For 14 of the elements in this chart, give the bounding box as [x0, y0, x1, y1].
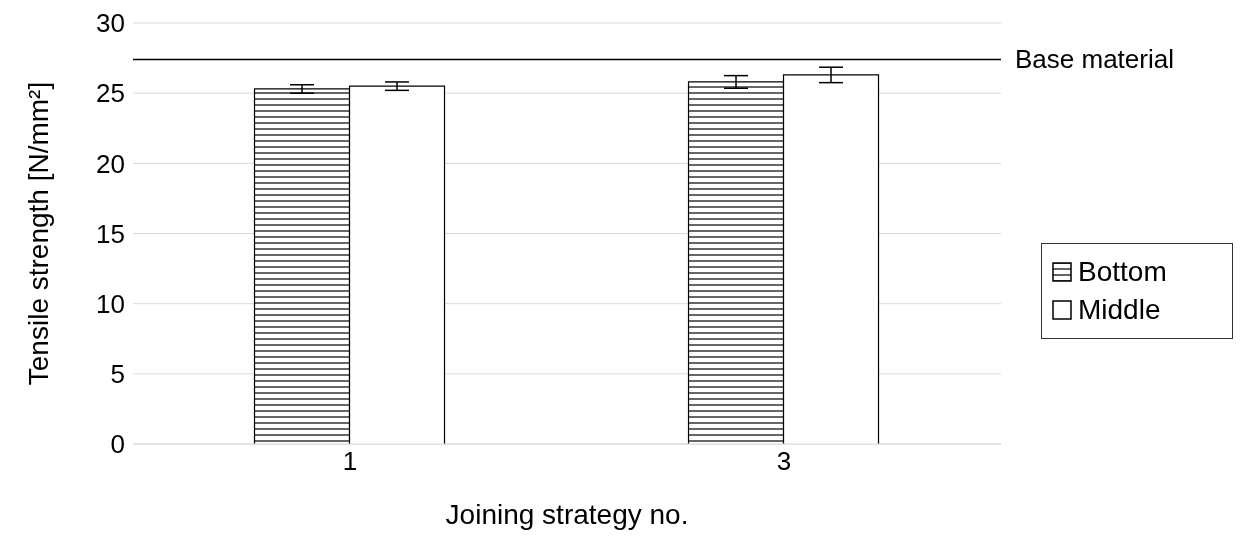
y-tick-label: 30 [96, 8, 125, 39]
y-tick-label: 5 [110, 359, 125, 390]
x-tick-label: 1 [342, 446, 358, 477]
y-tick-label: 10 [96, 288, 125, 319]
x-tick-label: 3 [776, 446, 792, 477]
y-tick-label: 25 [96, 78, 125, 109]
ref-line-label: Base material [1015, 44, 1174, 75]
y-tick-label: 0 [110, 429, 125, 460]
legend-label: Middle [1078, 294, 1161, 326]
legend-label: Bottom [1078, 256, 1167, 288]
x-axis-title: Joining strategy no. [445, 499, 689, 530]
y-tick-label: 20 [96, 148, 125, 179]
y-tick-label: 15 [96, 218, 125, 249]
y-axis-title: Tensile strength [N/mm²] [22, 81, 54, 386]
